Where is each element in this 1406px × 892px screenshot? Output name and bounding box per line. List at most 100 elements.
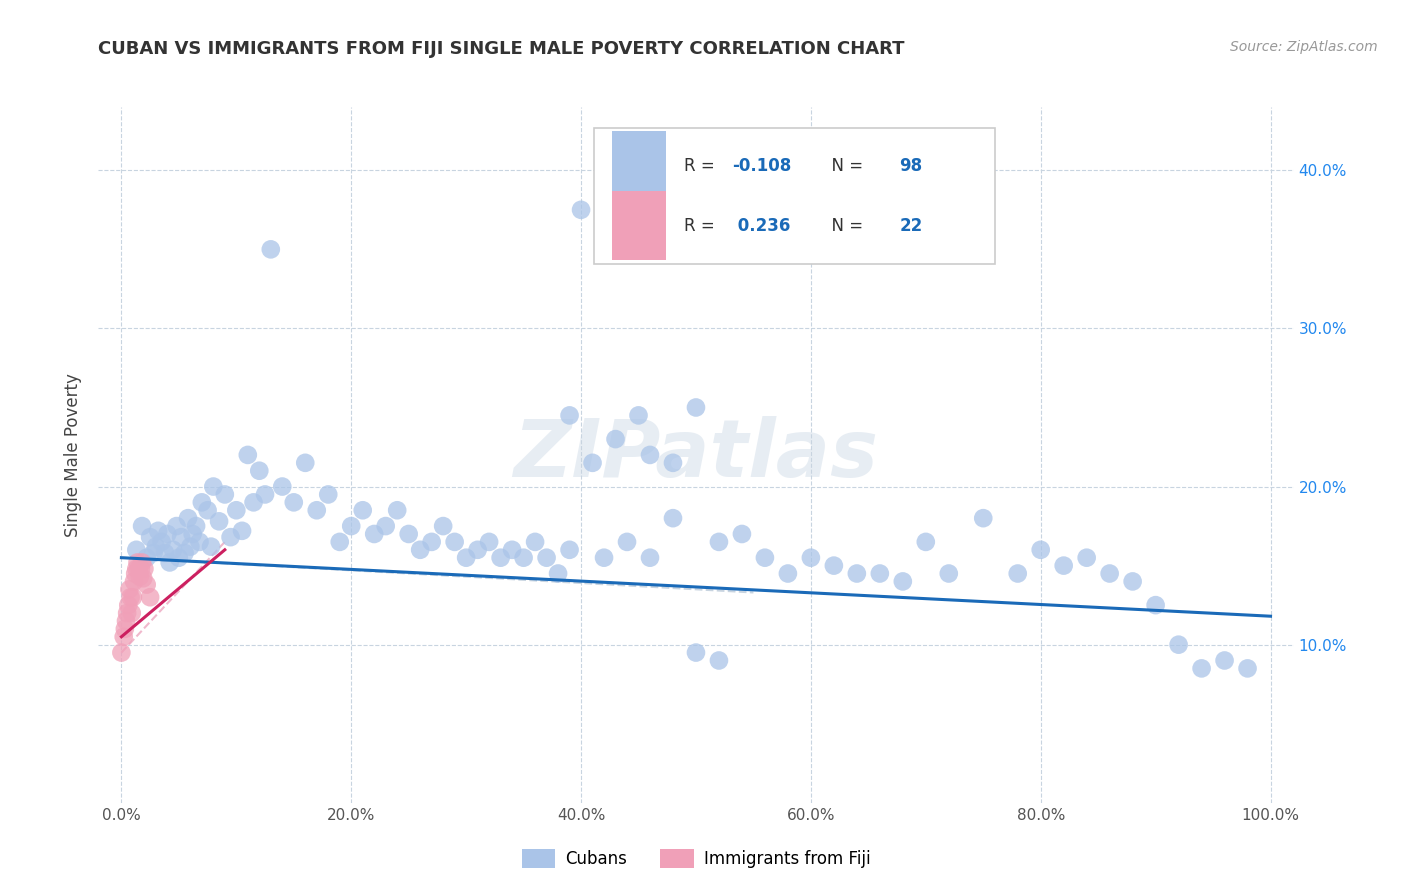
Point — [129, 562, 152, 576]
Point — [443, 534, 465, 549]
Point — [208, 514, 231, 528]
Point — [707, 534, 730, 549]
Point — [707, 653, 730, 667]
Point — [134, 562, 156, 576]
Point — [283, 495, 305, 509]
Point — [662, 511, 685, 525]
Point — [1236, 661, 1258, 675]
Point — [219, 530, 242, 544]
Point — [148, 524, 170, 538]
Point — [181, 527, 204, 541]
Point — [374, 519, 396, 533]
Point — [638, 448, 661, 462]
Text: N =: N = — [821, 217, 869, 235]
Point — [1029, 542, 1052, 557]
Point — [254, 487, 277, 501]
Point — [214, 487, 236, 501]
Text: CUBAN VS IMMIGRANTS FROM FIJI SINGLE MALE POVERTY CORRELATION CHART: CUBAN VS IMMIGRANTS FROM FIJI SINGLE MAL… — [98, 40, 905, 58]
Point — [260, 243, 283, 257]
Point — [145, 540, 167, 554]
Point — [616, 534, 638, 549]
Text: Source: ZipAtlas.com: Source: ZipAtlas.com — [1230, 40, 1378, 54]
Point — [1144, 598, 1167, 612]
Point — [139, 591, 162, 605]
Point — [456, 550, 478, 565]
Point — [385, 503, 409, 517]
Point — [127, 556, 149, 570]
Point — [112, 630, 135, 644]
Point — [800, 550, 823, 565]
Point — [118, 582, 141, 597]
Point — [122, 574, 145, 589]
Point — [823, 558, 845, 573]
Point — [139, 530, 162, 544]
Point — [231, 524, 253, 538]
Point — [120, 591, 142, 605]
Text: 0.236: 0.236 — [733, 217, 790, 235]
Point — [398, 527, 420, 541]
Point — [512, 550, 534, 565]
Point — [662, 456, 685, 470]
Point — [179, 540, 201, 554]
Point — [247, 464, 270, 478]
Point — [569, 202, 592, 217]
Point — [547, 566, 569, 581]
Point — [153, 546, 176, 560]
Point — [1191, 661, 1213, 675]
Legend: Cubans, Immigrants from Fiji: Cubans, Immigrants from Fiji — [515, 842, 877, 874]
Point — [135, 550, 157, 565]
Text: 22: 22 — [900, 217, 922, 235]
Point — [110, 646, 132, 660]
Point — [242, 495, 264, 509]
Text: 98: 98 — [900, 157, 922, 175]
Y-axis label: Single Male Poverty: Single Male Poverty — [65, 373, 83, 537]
Point — [162, 542, 184, 557]
Point — [754, 550, 776, 565]
Text: R =: R = — [685, 217, 720, 235]
Point — [125, 562, 148, 576]
Point — [524, 534, 547, 549]
Point — [121, 606, 143, 620]
Point — [128, 570, 150, 584]
Point — [142, 546, 165, 560]
Point — [1213, 653, 1236, 667]
Point — [776, 566, 799, 581]
Point — [558, 409, 581, 423]
Point — [558, 542, 581, 557]
Point — [115, 614, 138, 628]
Point — [167, 550, 190, 565]
Text: ZIPatlas: ZIPatlas — [513, 416, 879, 494]
Point — [938, 566, 960, 581]
Point — [150, 534, 173, 549]
Point — [1007, 566, 1029, 581]
FancyBboxPatch shape — [595, 128, 995, 263]
Point — [173, 546, 195, 560]
Point — [845, 566, 868, 581]
Point — [420, 534, 443, 549]
Point — [159, 556, 181, 570]
Point — [305, 503, 328, 517]
Point — [166, 519, 188, 533]
Text: N =: N = — [821, 157, 869, 175]
Point — [605, 432, 627, 446]
Point — [593, 550, 616, 565]
Point — [135, 577, 157, 591]
Point — [731, 527, 754, 541]
Point — [197, 503, 219, 517]
Point — [131, 556, 153, 570]
Point — [177, 511, 200, 525]
Point — [117, 598, 139, 612]
Point — [271, 479, 294, 493]
Point — [156, 527, 179, 541]
Point — [132, 571, 155, 585]
Point — [191, 495, 214, 509]
Point — [972, 511, 994, 525]
Point — [170, 530, 193, 544]
Point — [467, 542, 489, 557]
Point — [202, 479, 225, 493]
Point — [225, 503, 247, 517]
Point — [432, 519, 454, 533]
Point — [536, 550, 558, 565]
Point — [128, 562, 150, 576]
Bar — [613, 191, 666, 260]
